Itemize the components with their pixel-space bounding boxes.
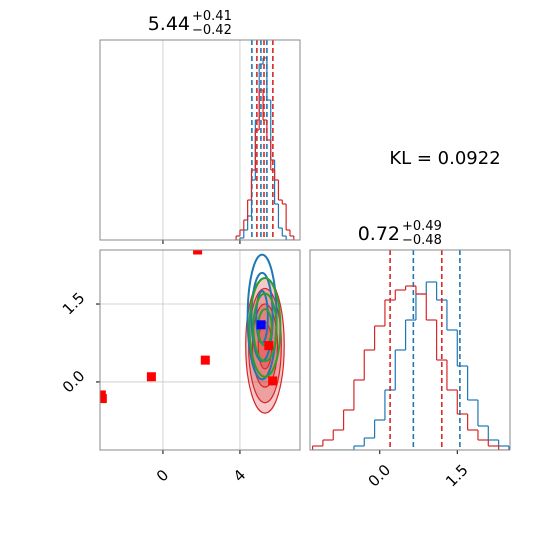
plot-area (100, 250, 300, 450)
panel-title: 5.44 (148, 13, 190, 35)
title-upper: +0.41 (192, 9, 232, 24)
plot-area (162, 40, 295, 240)
contour (248, 277, 282, 378)
x-tick-label: 4 (230, 466, 249, 485)
y-tick-label: 0.0 (59, 367, 89, 397)
point (146, 372, 156, 382)
point (268, 376, 278, 386)
kl-annotation: KL = 0.0922 (389, 148, 500, 169)
y-tick-label: 1.5 (59, 289, 89, 319)
panel-title: 0.72 (358, 223, 400, 245)
title-lower: −0.42 (192, 23, 232, 38)
x-tick-label: 0.0 (365, 461, 395, 491)
point (193, 250, 203, 255)
x-tick-label: 1.5 (442, 461, 472, 491)
x-tick-label: 0 (153, 466, 172, 485)
panel-frame (99, 249, 301, 451)
point (256, 320, 266, 330)
title-upper: +0.49 (402, 219, 442, 234)
title-lower: −0.48 (402, 233, 442, 248)
point (200, 355, 210, 365)
contour (252, 292, 278, 363)
plot-area (311, 250, 510, 450)
point (100, 394, 107, 404)
panel-frame (99, 39, 301, 241)
panel-frame (309, 249, 511, 451)
point (264, 341, 274, 351)
